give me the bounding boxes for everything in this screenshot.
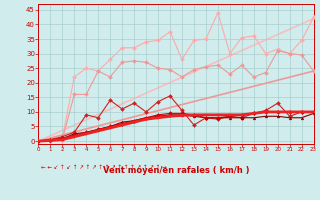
X-axis label: Vent moyen/en rafales ( km/h ): Vent moyen/en rafales ( km/h ) [103, 166, 249, 175]
Text: ← ← ↙ ↑ ↙ ↑ ↗ ↑ ↗ ↑ ↑ ↗ ↑ ↑ ↑ ↗ ↑ ↗ ↑ →: ← ← ↙ ↑ ↙ ↑ ↗ ↑ ↗ ↑ ↑ ↗ ↑ ↑ ↑ ↗ ↑ ↗ ↑ → [41, 165, 167, 170]
